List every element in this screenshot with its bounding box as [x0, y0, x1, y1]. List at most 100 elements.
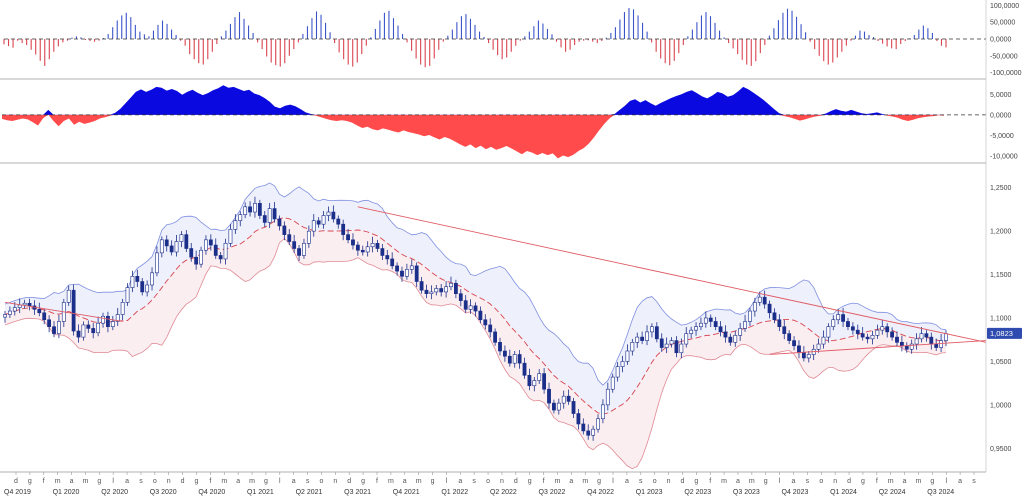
candle-body: [409, 265, 414, 270]
x-tick-label: g: [431, 478, 435, 485]
candle-body: [473, 305, 478, 312]
candle-body: [547, 388, 551, 404]
candle-body: [865, 336, 870, 340]
oscillator-y-tick: -10,0000: [990, 153, 1018, 160]
x-tick-label: m: [555, 478, 561, 485]
candle-body: [625, 350, 630, 362]
candle-body: [272, 208, 277, 220]
x-tick-label: a: [125, 478, 129, 485]
candle-body: [850, 326, 855, 331]
x-tick-label: o: [819, 478, 823, 485]
x-tick-label: l: [945, 478, 947, 485]
early-trend-line: [4, 301, 123, 322]
moving-average-line: [4, 217, 947, 415]
candle-body: [414, 265, 419, 282]
quarter-label: Q4 2022: [587, 489, 614, 496]
candle-body: [493, 331, 498, 343]
quarter-label: Q3 2023: [733, 489, 760, 496]
x-tick-label: g: [97, 478, 101, 485]
candle-body: [71, 289, 76, 332]
quarter-label: Q2 2020: [101, 489, 128, 496]
x-tick-label: g: [361, 478, 365, 485]
candle-body: [728, 336, 733, 343]
x-tick-label: d: [680, 478, 684, 485]
candle-body: [566, 395, 571, 402]
candle-body: [846, 321, 850, 327]
candle-body: [797, 345, 801, 354]
candle-body: [429, 291, 434, 294]
candle-body: [669, 340, 674, 345]
upper-band-fill: [5, 182, 946, 415]
candle-body: [385, 255, 390, 260]
candle-body: [821, 336, 826, 345]
quarter-label: Q3 2022: [539, 489, 566, 496]
candle-body: [125, 287, 130, 303]
x-tick-label: a: [292, 478, 296, 485]
x-tick-label: a: [736, 478, 740, 485]
price-y-tick: 1,0500: [990, 359, 1012, 366]
quarter-label: Q2 2021: [296, 489, 323, 496]
candle-body: [890, 331, 894, 338]
candle-body: [233, 220, 238, 230]
candle-body: [929, 336, 934, 345]
quarter-label: Q4 2020: [198, 489, 225, 496]
candle-body: [831, 319, 836, 327]
candle-body: [184, 234, 189, 249]
candle-body: [527, 375, 532, 387]
candle-body: [439, 288, 444, 293]
candle-body: [243, 206, 248, 215]
candle-body: [904, 345, 909, 350]
candle-body: [365, 246, 370, 253]
candle-body: [282, 225, 287, 235]
x-tick-label: f: [376, 478, 378, 485]
candle-body: [204, 239, 208, 251]
candle-body: [664, 343, 669, 348]
candle-body: [787, 333, 792, 341]
price-panel: 1,2500 1,2000 1,1500 1,1000 1,0500 1,0000 0,95…: [3, 182, 1022, 470]
x-tick-label: l: [279, 478, 281, 485]
candle-body: [316, 220, 321, 225]
oscillator-y-tick: -5,0000: [990, 133, 1014, 140]
candle-body: [512, 354, 517, 364]
candle-body: [782, 326, 787, 334]
x-tick-label: m: [221, 478, 227, 485]
quarter-label: Q4 2021: [393, 489, 420, 496]
x-tick-label: a: [903, 478, 907, 485]
candle-body: [601, 404, 605, 420]
candle-body: [498, 342, 502, 352]
candle-body: [174, 241, 179, 253]
x-tick-label: a: [569, 478, 573, 485]
x-tick-label: f: [43, 478, 45, 485]
x-tick-label: m: [82, 478, 88, 485]
candle-body: [654, 326, 659, 340]
x-tick-label: n: [167, 478, 171, 485]
candle-body: [360, 249, 365, 253]
candle-body: [507, 355, 512, 364]
quarter-label: Q1 2023: [636, 489, 663, 496]
oscillator-y-tick: 0,0000: [990, 112, 1012, 119]
candle-body: [155, 252, 159, 274]
histogram-y-tick: -100,0000: [990, 70, 1022, 77]
candle-body: [605, 388, 610, 406]
candle-body: [841, 314, 845, 322]
candle-body: [8, 310, 12, 315]
candle-body: [336, 218, 341, 225]
histogram-y-tick: -50,0000: [990, 53, 1018, 60]
candle-body: [287, 234, 292, 242]
candle-body: [145, 284, 150, 293]
candle-body: [267, 208, 272, 223]
last-value-badge: [987, 327, 1022, 339]
candle-body: [228, 229, 233, 244]
candle-body: [659, 338, 664, 348]
x-tick-label: m: [749, 478, 755, 485]
x-tick-label: a: [236, 478, 240, 485]
candle-body: [27, 302, 32, 307]
candle-body: [914, 338, 919, 345]
histogram-y-tick: 0,0000: [990, 37, 1012, 44]
candle-body: [944, 333, 948, 341]
x-tick-label: m: [916, 478, 922, 485]
candle-body: [47, 319, 52, 327]
candle-body: [556, 402, 561, 411]
candle-body: [110, 321, 115, 327]
